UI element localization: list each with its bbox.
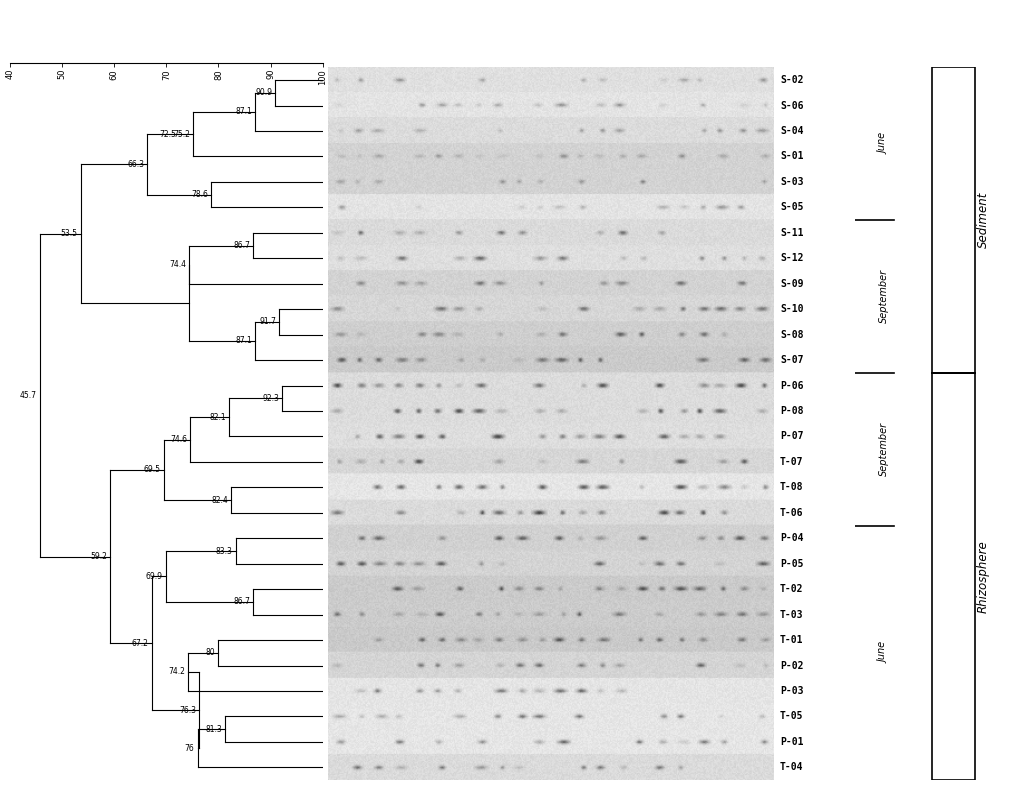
Text: S-03: S-03 — [780, 177, 804, 187]
Text: S-02: S-02 — [780, 75, 804, 85]
Text: T-03: T-03 — [780, 610, 804, 619]
Text: S-05: S-05 — [780, 202, 804, 212]
Text: 45.7: 45.7 — [19, 390, 37, 400]
Text: June: June — [879, 642, 889, 664]
Text: S-11: S-11 — [780, 228, 804, 238]
Text: P-03: P-03 — [780, 686, 804, 696]
Text: 80: 80 — [206, 649, 215, 657]
Text: S-10: S-10 — [780, 304, 804, 314]
Text: June: June — [879, 133, 889, 154]
Text: 74.4: 74.4 — [169, 260, 186, 269]
Text: P-01: P-01 — [780, 737, 804, 747]
Text: September: September — [879, 422, 889, 476]
Text: T-04: T-04 — [780, 763, 804, 772]
Text: 83.3: 83.3 — [216, 546, 232, 555]
Text: 82.4: 82.4 — [211, 496, 227, 505]
Text: S-08: S-08 — [780, 329, 804, 340]
Text: S-12: S-12 — [780, 253, 804, 263]
Text: 69.5: 69.5 — [143, 466, 161, 474]
Text: 76: 76 — [184, 744, 195, 753]
Text: 74.6: 74.6 — [170, 435, 187, 444]
Text: September: September — [879, 269, 889, 323]
Text: 75.2: 75.2 — [173, 130, 190, 139]
Text: 66.3: 66.3 — [127, 160, 144, 169]
Text: S-04: S-04 — [780, 126, 804, 136]
Text: S-07: S-07 — [780, 355, 804, 365]
Text: P-05: P-05 — [780, 558, 804, 569]
Text: S-06: S-06 — [780, 101, 804, 111]
Text: T-05: T-05 — [780, 711, 804, 722]
Text: 53.5: 53.5 — [60, 229, 78, 238]
Text: 59.2: 59.2 — [90, 552, 108, 561]
Text: P-07: P-07 — [780, 432, 804, 441]
Text: 72.5: 72.5 — [160, 130, 176, 139]
Text: S-01: S-01 — [780, 151, 804, 162]
Text: 90.9: 90.9 — [255, 88, 272, 97]
Text: 87.1: 87.1 — [236, 337, 252, 345]
Text: Rhizosphere: Rhizosphere — [977, 540, 989, 613]
Text: S-09: S-09 — [780, 279, 804, 289]
Bar — [932, 373, 975, 780]
Text: 86.7: 86.7 — [233, 597, 250, 607]
Text: T-07: T-07 — [780, 457, 804, 467]
Text: 91.7: 91.7 — [259, 318, 276, 326]
Text: 69.9: 69.9 — [145, 572, 163, 581]
Text: T-02: T-02 — [780, 584, 804, 594]
Text: 92.3: 92.3 — [262, 394, 280, 403]
Text: T-06: T-06 — [780, 508, 804, 518]
Text: 82.1: 82.1 — [210, 413, 226, 422]
Text: T-01: T-01 — [780, 635, 804, 645]
Text: Sediment: Sediment — [977, 192, 989, 248]
Bar — [932, 67, 975, 373]
Text: 87.1: 87.1 — [236, 108, 252, 116]
Text: 86.7: 86.7 — [233, 241, 250, 250]
Text: T-08: T-08 — [780, 482, 804, 493]
Text: 81.3: 81.3 — [206, 725, 222, 733]
Text: 74.2: 74.2 — [168, 668, 185, 676]
Text: P-04: P-04 — [780, 533, 804, 543]
Text: P-08: P-08 — [780, 406, 804, 416]
Text: P-06: P-06 — [780, 380, 804, 390]
Text: 67.2: 67.2 — [132, 639, 148, 648]
Text: 76.3: 76.3 — [179, 706, 196, 714]
Text: P-02: P-02 — [780, 661, 804, 671]
Text: 78.6: 78.6 — [191, 190, 208, 199]
